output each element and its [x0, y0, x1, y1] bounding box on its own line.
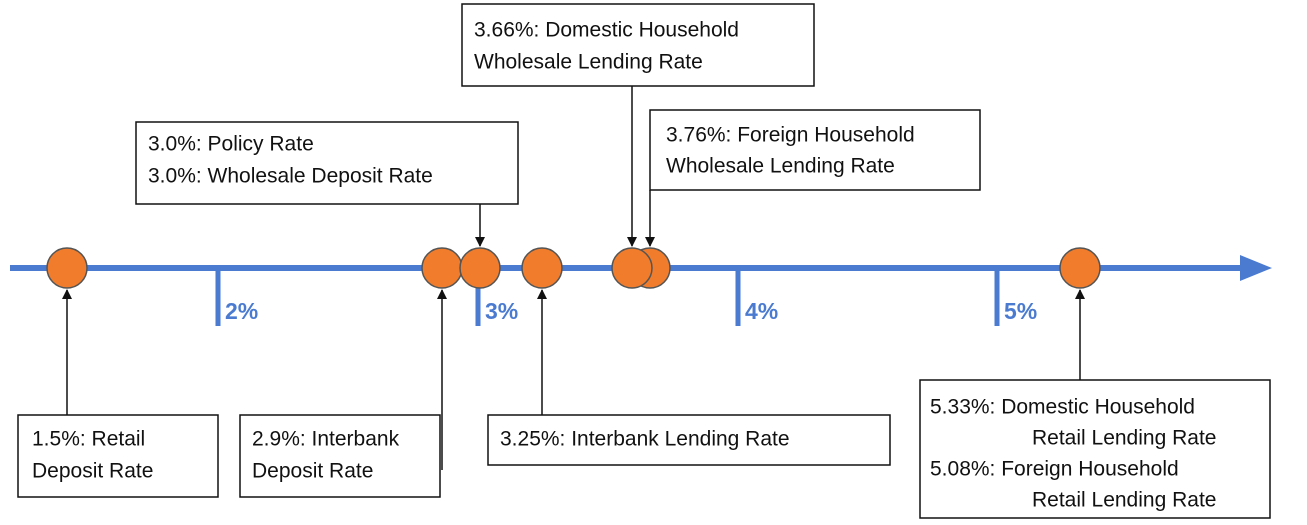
rate-dot — [459, 247, 501, 289]
rate-dot — [46, 247, 88, 289]
rate-dot — [611, 247, 653, 289]
callout-text: Wholesale Lending Rate — [666, 155, 895, 178]
callout-box — [135, 121, 519, 205]
callout-box — [919, 379, 1271, 519]
callout-text: Wholesale Lending Rate — [474, 51, 703, 74]
callout-box — [239, 414, 441, 498]
callout-text: 1.5%: Retail — [32, 428, 145, 451]
callout-text: Deposit Rate — [252, 460, 373, 483]
rate-dot — [521, 247, 563, 289]
callout-text: Retail Lending Rate — [1032, 489, 1216, 512]
callout-text: 5.33%: Domestic Household — [930, 396, 1195, 419]
callout-box — [461, 3, 815, 87]
rate-dot — [421, 247, 463, 289]
tick-label: 2% — [225, 298, 258, 324]
rate-dot — [1059, 247, 1101, 289]
callout-box — [487, 414, 891, 466]
callout-text: 3.25%: Interbank Lending Rate — [500, 428, 790, 451]
callout-text: 2.9%: Interbank — [252, 428, 400, 451]
callout-box — [17, 414, 219, 498]
callout-text: Retail Lending Rate — [1032, 427, 1216, 450]
tick-label: 5% — [1004, 298, 1037, 324]
tick-label: 4% — [745, 298, 778, 324]
callout-text: 3.76%: Foreign Household — [666, 124, 915, 147]
tick-label: 3% — [485, 298, 518, 324]
callout-text: 5.08%: Foreign Household — [930, 458, 1179, 481]
callout-box — [649, 109, 981, 191]
callout-text: 3.0%: Policy Rate — [148, 133, 314, 156]
callout-text: 3.66%: Domestic Household — [474, 19, 739, 42]
axis-arrow — [1240, 255, 1272, 281]
callout-text: 3.0%: Wholesale Deposit Rate — [148, 165, 433, 188]
callout-text: Deposit Rate — [32, 460, 153, 483]
